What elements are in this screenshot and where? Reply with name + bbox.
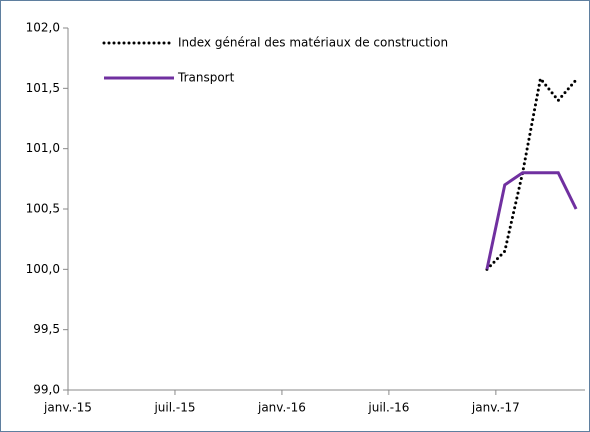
- y-tick-label: 99,5: [33, 322, 60, 336]
- series-line: [485, 171, 578, 270]
- y-tick-label: 101,5: [26, 81, 60, 95]
- legend-label: Index général des matériaux de construct…: [178, 36, 448, 50]
- y-tick-label: 100,5: [26, 202, 60, 216]
- series-line: [485, 75, 578, 271]
- x-tick-label: janv.-15: [43, 401, 92, 415]
- x-tick-label: janv.-16: [257, 401, 306, 415]
- y-tick-label: 102,0: [26, 21, 60, 35]
- y-tick-label: 101,0: [26, 141, 60, 155]
- x-tick-label: juil.-16: [367, 401, 409, 415]
- legend-label: Transport: [177, 71, 235, 85]
- x-tick-label: janv.-17: [471, 401, 520, 415]
- y-tick-label: 100,0: [26, 262, 60, 276]
- y-tick-label: 99,0: [33, 383, 60, 397]
- x-tick-label: juil.-15: [153, 401, 195, 415]
